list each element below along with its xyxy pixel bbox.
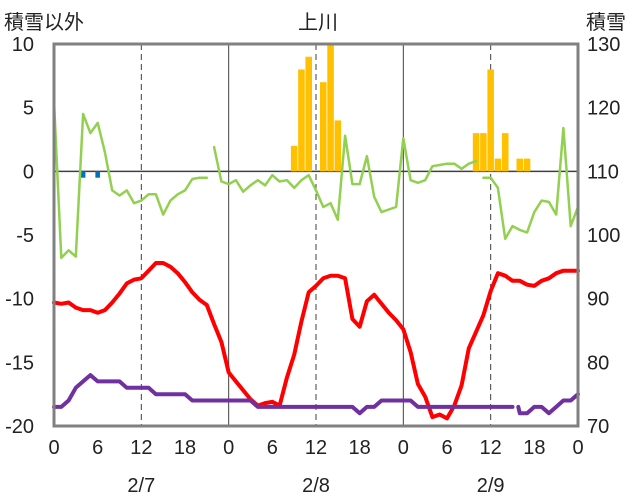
x-tick-label: 12 (130, 437, 152, 459)
snowfall-bar (298, 69, 305, 172)
snowfall-bar (472, 133, 480, 172)
left-y-tick-label: 10 (12, 34, 34, 56)
snowfall-bar (480, 133, 487, 172)
left-y-tick-label: -5 (16, 225, 34, 247)
plot-frame (52, 42, 580, 428)
x-tick-label: 0 (223, 437, 234, 459)
date-label: 2/7 (127, 475, 155, 497)
date-label: 2/9 (477, 475, 505, 497)
snowfall-bar (516, 158, 524, 172)
left-y-tick-label: 5 (23, 98, 34, 120)
snowfall-bar (523, 158, 531, 172)
chart-title: 上川 (298, 12, 338, 34)
x-tick-label: 0 (48, 437, 59, 459)
x-tick-label: 18 (349, 437, 371, 459)
gridlines (54, 44, 578, 426)
x-tick-label: 0 (572, 437, 583, 459)
right-y-tick-label: 70 (587, 416, 609, 438)
snowfall-bar (501, 133, 509, 172)
x-tick-label: 12 (480, 437, 502, 459)
right-y-tick-label: 90 (587, 289, 609, 311)
precipitation-bar (95, 171, 100, 178)
right-y-tick-label: 100 (587, 225, 620, 247)
right-y-tick-label: 130 (587, 34, 620, 56)
left-y-tick-label: -10 (5, 289, 34, 311)
snowfall-bar (494, 158, 502, 172)
snowfall-bar (334, 120, 342, 172)
temperature-line (52, 261, 580, 421)
left-axis-title: 積雪以外 (4, 12, 84, 34)
x-tick-label: 12 (305, 437, 327, 459)
right-axis-title: 積雪 (586, 12, 626, 34)
x-tick-label: 6 (92, 437, 103, 459)
x-tick-label: 0 (398, 437, 409, 459)
x-tick-label: 18 (523, 437, 545, 459)
x-tick-label: 6 (441, 437, 452, 459)
snowfall-bar (487, 69, 494, 172)
plot-border (52, 42, 580, 428)
snowfall-bar (320, 82, 327, 172)
snowfall-bar (290, 145, 298, 172)
date-label: 2/8 (302, 475, 330, 497)
left-y-tick-label: 0 (23, 161, 34, 183)
right-y-tick-label: 80 (587, 352, 609, 374)
x-tick-label: 18 (174, 437, 196, 459)
snow_depth-line (52, 373, 580, 416)
left-y-tick-label: -15 (5, 352, 34, 374)
bar-series (80, 44, 531, 178)
snowfall-bar (327, 44, 334, 172)
left-y-tick-label: -20 (5, 416, 34, 438)
right-y-tick-label: 120 (587, 98, 620, 120)
line-series (52, 100, 580, 421)
snowfall-bar (305, 56, 312, 172)
precipitation-bar (80, 171, 86, 178)
right-y-tick-label: 110 (587, 161, 619, 183)
wind-line (52, 100, 580, 260)
x-tick-label: 6 (267, 437, 278, 459)
